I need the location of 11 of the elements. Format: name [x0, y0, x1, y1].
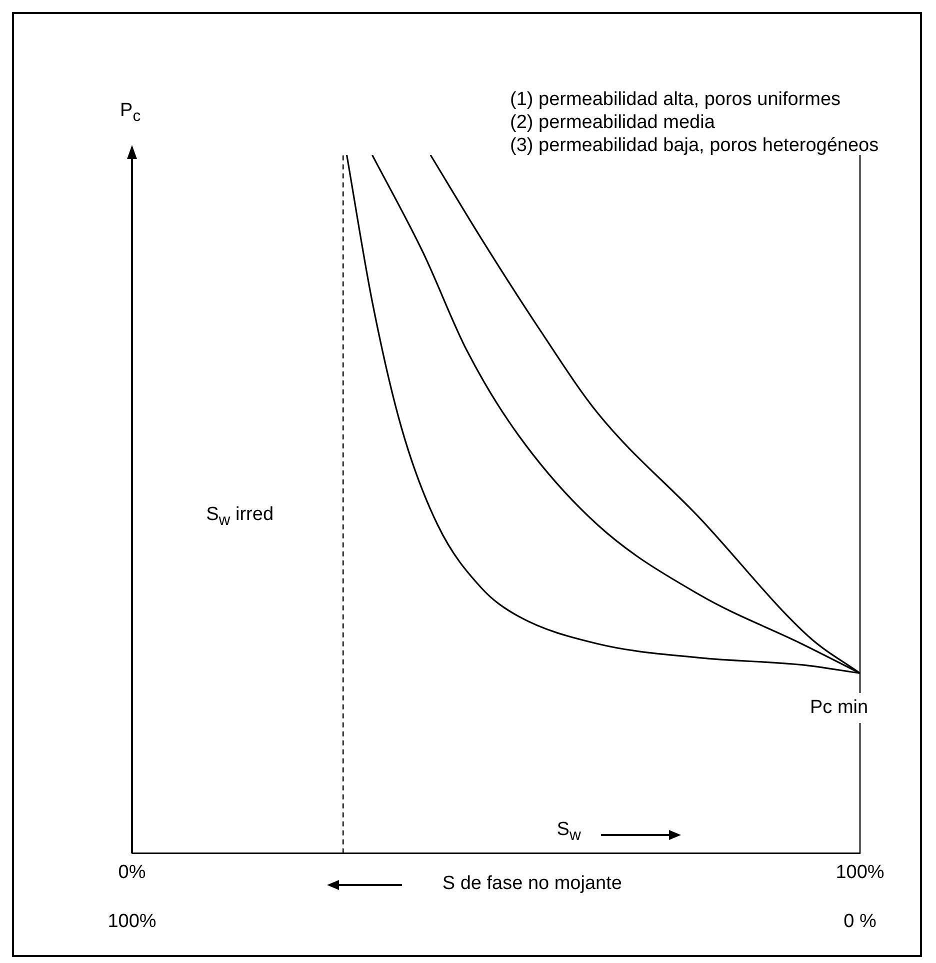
- x2-tick-label: 0 %: [844, 910, 876, 932]
- annotation: Pc min: [810, 693, 868, 724]
- text: (2) permeabilidad media: [510, 111, 716, 134]
- y-axis-title: P$_{c}$: [120, 100, 141, 126]
- annotation: (3) permeabilidad baja, poros heterogéneos: [510, 134, 880, 157]
- text: (1) permeabilidad alta, poros uniformes: [510, 88, 842, 111]
- x2-tick-label: 100%: [108, 910, 156, 932]
- x-axis-title: S$_{w}$: [556, 819, 581, 846]
- x2-axis-title: S de fase no mojante: [442, 873, 622, 896]
- ref-line-label: S$_{w}$ irred: [206, 504, 274, 530]
- x-tick-label: 0%: [118, 862, 146, 884]
